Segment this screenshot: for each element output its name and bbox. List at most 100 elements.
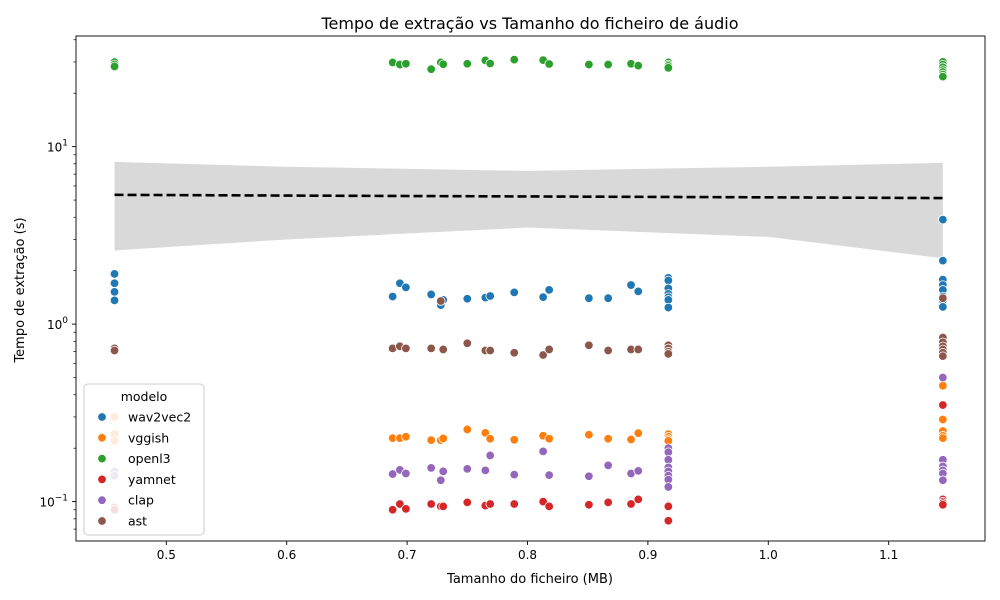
data-point-vggish bbox=[633, 428, 643, 438]
legend-title: modelo bbox=[121, 389, 168, 404]
data-point-clap bbox=[584, 471, 594, 481]
legend-marker-wav2vec2 bbox=[97, 412, 107, 422]
confidence-band bbox=[114, 161, 943, 259]
data-point-wav2vec2 bbox=[633, 286, 643, 297]
data-point-clap bbox=[938, 475, 948, 485]
data-point-vggish bbox=[626, 434, 636, 445]
chart-title: Tempo de extração vs Tamanho do ficheiro… bbox=[321, 14, 739, 33]
legend-label-openl3: openl3 bbox=[128, 451, 171, 466]
data-point-vggish bbox=[401, 432, 411, 442]
data-point-clap bbox=[438, 466, 448, 477]
legend-marker-clap bbox=[97, 495, 107, 505]
x-tick-label: 1.1 bbox=[879, 548, 898, 562]
data-point-wav2vec2 bbox=[584, 293, 594, 303]
data-point-wav2vec2 bbox=[485, 291, 495, 301]
data-point-ast bbox=[509, 348, 519, 358]
data-point-openl3 bbox=[663, 63, 674, 73]
data-point-ast bbox=[538, 350, 548, 360]
plot-frame bbox=[75, 35, 986, 542]
legend-label-vggish: vggish bbox=[128, 430, 169, 445]
data-point-yamnet bbox=[485, 499, 495, 509]
data-point-vggish bbox=[603, 434, 613, 444]
confidence-band-layer bbox=[114, 161, 943, 259]
data-point-wav2vec2 bbox=[109, 295, 120, 306]
data-point-yamnet bbox=[544, 501, 554, 512]
x-axis-label: Tamanho do ficheiro (MB) bbox=[446, 572, 613, 587]
data-point-openl3 bbox=[109, 61, 120, 72]
data-point-clap bbox=[938, 372, 948, 383]
legend: modelo wav2vec2 vggish openl3 yamnet clap ast bbox=[83, 383, 205, 536]
data-point-ast bbox=[436, 296, 446, 306]
data-point-yamnet bbox=[387, 505, 398, 515]
data-point-wav2vec2 bbox=[401, 282, 411, 293]
data-point-openl3 bbox=[544, 59, 554, 69]
legend-marker-yamnet bbox=[97, 474, 107, 485]
data-point-vggish bbox=[485, 434, 495, 444]
data-point-yamnet bbox=[663, 516, 674, 526]
data-point-openl3 bbox=[438, 59, 448, 69]
x-tick-label: 0.8 bbox=[518, 548, 537, 562]
legend-items: wav2vec2 vggish openl3 yamnet clap ast bbox=[97, 410, 191, 529]
data-point-yamnet bbox=[938, 500, 948, 510]
data-point-clap bbox=[436, 475, 446, 485]
data-point-openl3 bbox=[426, 64, 436, 74]
data-point-wav2vec2 bbox=[663, 275, 674, 286]
data-point-yamnet bbox=[663, 501, 674, 512]
data-point-wav2vec2 bbox=[544, 285, 554, 295]
data-point-wav2vec2 bbox=[462, 294, 472, 304]
legend-marker-vggish bbox=[97, 433, 107, 443]
data-point-yamnet bbox=[401, 504, 411, 514]
data-point-wav2vec2 bbox=[538, 292, 548, 302]
x-tick-label: 0.5 bbox=[157, 548, 176, 562]
plot-area bbox=[75, 35, 986, 542]
data-point-vggish bbox=[544, 434, 554, 444]
series-openl3 bbox=[109, 54, 948, 82]
data-point-yamnet bbox=[938, 400, 948, 410]
data-point-ast bbox=[544, 344, 554, 355]
data-point-clap bbox=[544, 470, 554, 480]
data-point-ast bbox=[462, 338, 472, 348]
data-point-wav2vec2 bbox=[938, 255, 948, 266]
data-point-ast bbox=[438, 344, 448, 355]
y-axis-label: Tempo de extração (s) bbox=[13, 217, 28, 363]
data-point-clap bbox=[401, 468, 411, 479]
data-point-clap bbox=[663, 482, 674, 492]
x-tick-label: 0.7 bbox=[398, 548, 417, 562]
legend-box bbox=[83, 383, 205, 536]
data-point-clap bbox=[462, 464, 472, 474]
data-point-vggish bbox=[938, 414, 948, 425]
data-point-clap bbox=[387, 469, 398, 479]
data-point-yamnet bbox=[438, 501, 448, 512]
data-point-wav2vec2 bbox=[509, 287, 519, 298]
data-point-ast bbox=[426, 343, 436, 354]
data-point-wav2vec2 bbox=[603, 293, 613, 303]
data-point-openl3 bbox=[603, 59, 613, 70]
data-point-openl3 bbox=[401, 59, 411, 69]
data-point-vggish bbox=[584, 430, 594, 440]
x-tick-label: 1.0 bbox=[759, 548, 778, 562]
data-point-wav2vec2 bbox=[109, 278, 120, 288]
data-point-yamnet bbox=[603, 497, 613, 508]
data-point-vggish bbox=[938, 380, 948, 391]
data-point-ast bbox=[938, 293, 948, 303]
data-point-vggish bbox=[462, 424, 472, 435]
data-point-openl3 bbox=[584, 59, 594, 70]
plot-background bbox=[76, 36, 985, 541]
data-point-openl3 bbox=[509, 54, 519, 65]
legend-label-wav2vec2: wav2vec2 bbox=[128, 410, 191, 425]
data-point-yamnet bbox=[395, 499, 405, 509]
data-point-ast bbox=[603, 345, 613, 356]
data-point-openl3 bbox=[462, 59, 472, 69]
data-point-wav2vec2 bbox=[938, 302, 948, 312]
data-point-vggish bbox=[438, 433, 448, 444]
data-point-yamnet bbox=[509, 499, 519, 509]
data-point-clap bbox=[426, 463, 436, 473]
data-point-clap bbox=[633, 466, 643, 476]
data-point-wav2vec2 bbox=[663, 302, 674, 313]
data-point-clap bbox=[509, 469, 519, 480]
data-point-wav2vec2 bbox=[109, 287, 120, 297]
legend-label-yamnet: yamnet bbox=[128, 472, 176, 487]
series-ast bbox=[109, 293, 948, 361]
data-point-ast bbox=[485, 345, 495, 356]
data-point-clap bbox=[485, 450, 495, 461]
